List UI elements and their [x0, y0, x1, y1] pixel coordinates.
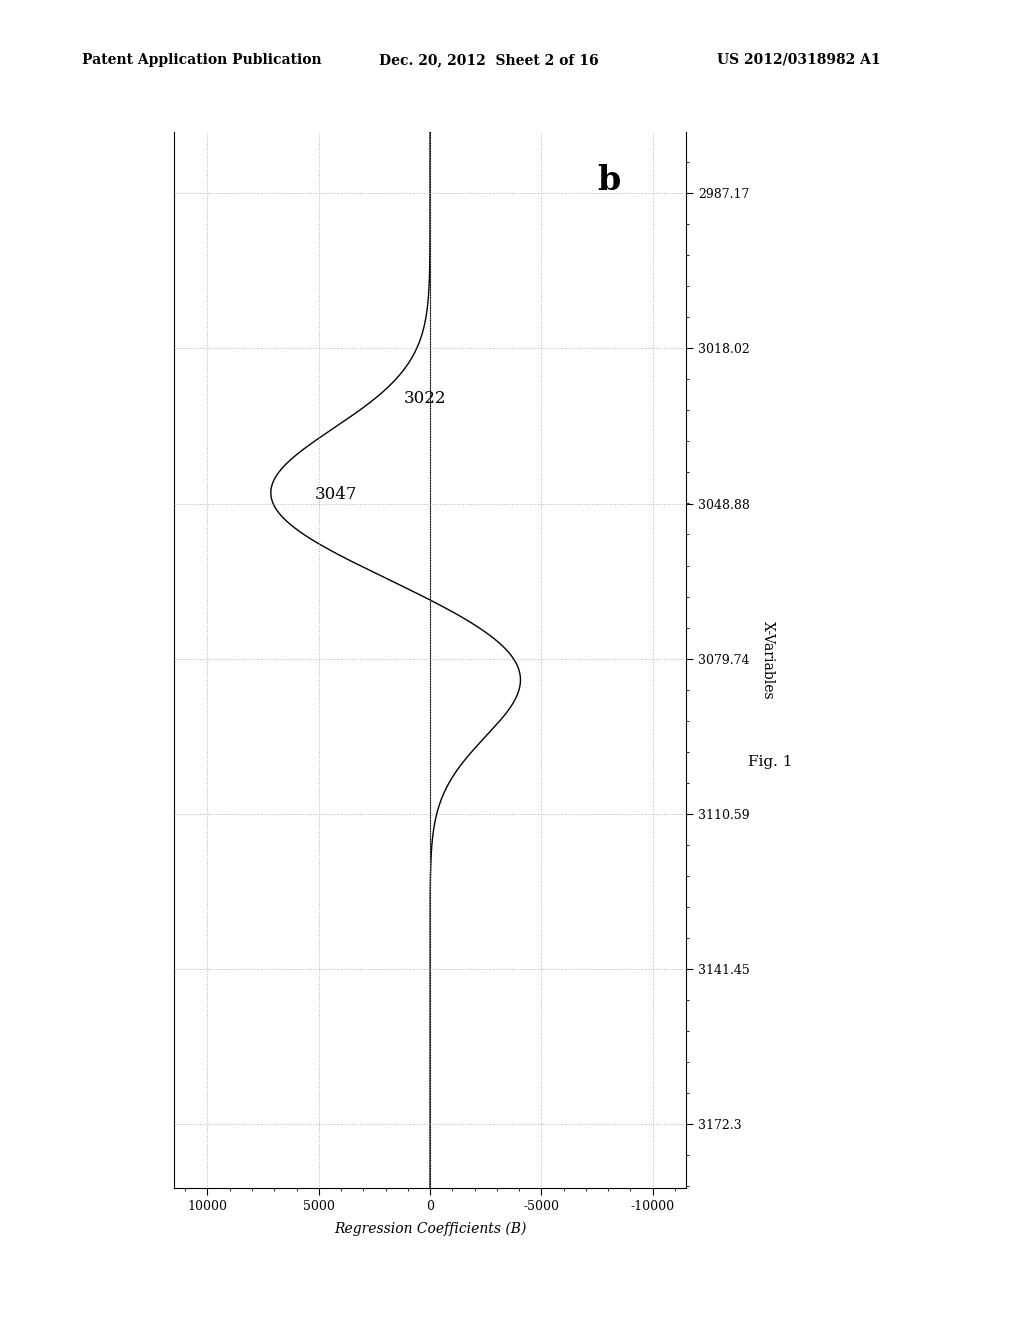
Text: b: b: [598, 164, 621, 197]
Text: 3047: 3047: [314, 486, 356, 503]
Text: Dec. 20, 2012  Sheet 2 of 16: Dec. 20, 2012 Sheet 2 of 16: [379, 53, 598, 67]
Text: 3022: 3022: [403, 389, 445, 407]
X-axis label: Regression Coefficients (B): Regression Coefficients (B): [334, 1221, 526, 1236]
Text: Patent Application Publication: Patent Application Publication: [82, 53, 322, 67]
Text: Fig. 1: Fig. 1: [748, 755, 792, 768]
Y-axis label: X-Variables: X-Variables: [761, 620, 775, 700]
Text: US 2012/0318982 A1: US 2012/0318982 A1: [717, 53, 881, 67]
